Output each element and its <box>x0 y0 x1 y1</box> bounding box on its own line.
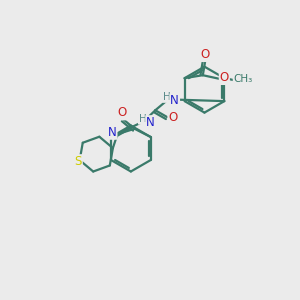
Text: H: H <box>163 92 171 102</box>
Text: O: O <box>117 106 127 119</box>
Text: S: S <box>74 155 82 168</box>
Text: O: O <box>168 110 178 124</box>
Text: H: H <box>139 114 146 124</box>
Text: N: N <box>146 116 155 129</box>
Text: N: N <box>108 126 117 139</box>
Text: N: N <box>170 94 179 107</box>
Text: O: O <box>220 71 229 84</box>
Text: CH₃: CH₃ <box>234 74 253 84</box>
Text: O: O <box>201 48 210 61</box>
